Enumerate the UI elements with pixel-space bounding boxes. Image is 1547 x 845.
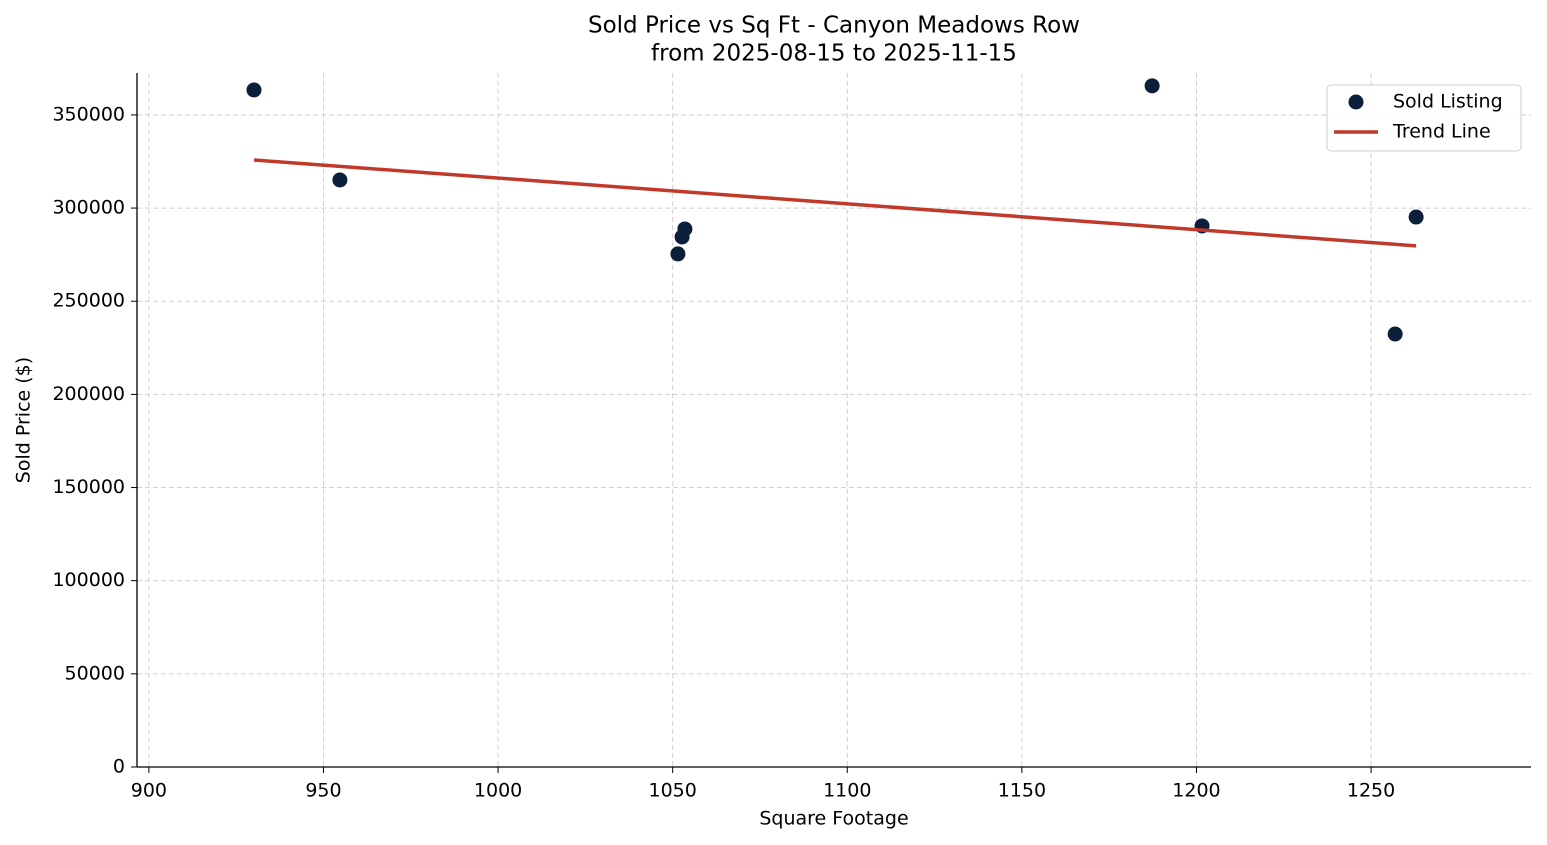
- x-tick-label: 1000: [474, 780, 522, 802]
- x-tick-label: 950: [305, 780, 341, 802]
- x-tick-label: 900: [131, 780, 167, 802]
- y-tick-label: 300000: [52, 197, 125, 219]
- legend-box: [1326, 84, 1522, 152]
- y-tick-label: 150000: [52, 476, 125, 498]
- x-axis-label: Square Footage: [759, 808, 908, 830]
- x-tick-label: 1200: [1172, 780, 1220, 802]
- x-tick-label: 1250: [1347, 780, 1395, 802]
- y-tick-label: 200000: [52, 383, 125, 405]
- x-tick-label: 1100: [823, 780, 871, 802]
- x-tick-label: 1050: [648, 780, 696, 802]
- y-axis-label: Sold Price ($): [13, 357, 35, 483]
- legend-label: Trend Line: [1392, 121, 1491, 143]
- y-tick-label: 50000: [65, 662, 125, 684]
- point: [670, 246, 686, 262]
- point: [1408, 209, 1424, 225]
- point: [1387, 326, 1403, 342]
- point: [332, 172, 348, 188]
- y-tick-label: 0: [113, 756, 125, 778]
- trend-line: [253, 158, 1417, 248]
- y-tick-label: 100000: [52, 569, 125, 591]
- point: [246, 82, 262, 98]
- x-tick-label: 1150: [998, 780, 1046, 802]
- y-tick-label: 350000: [52, 103, 125, 125]
- legend: Sold Listing Trend Line: [1326, 84, 1522, 152]
- legend-label: Sold Listing: [1393, 91, 1503, 113]
- point: [1144, 78, 1160, 94]
- point: [677, 221, 693, 237]
- chart-title: Sold Price vs Sq Ft - Canyon Meadows Row: [588, 13, 1080, 39]
- chart-subtitle: from 2025-08-15 to 2025-11-15: [651, 41, 1017, 67]
- legend-marker: [1348, 94, 1364, 110]
- y-tick-label: 250000: [52, 290, 125, 312]
